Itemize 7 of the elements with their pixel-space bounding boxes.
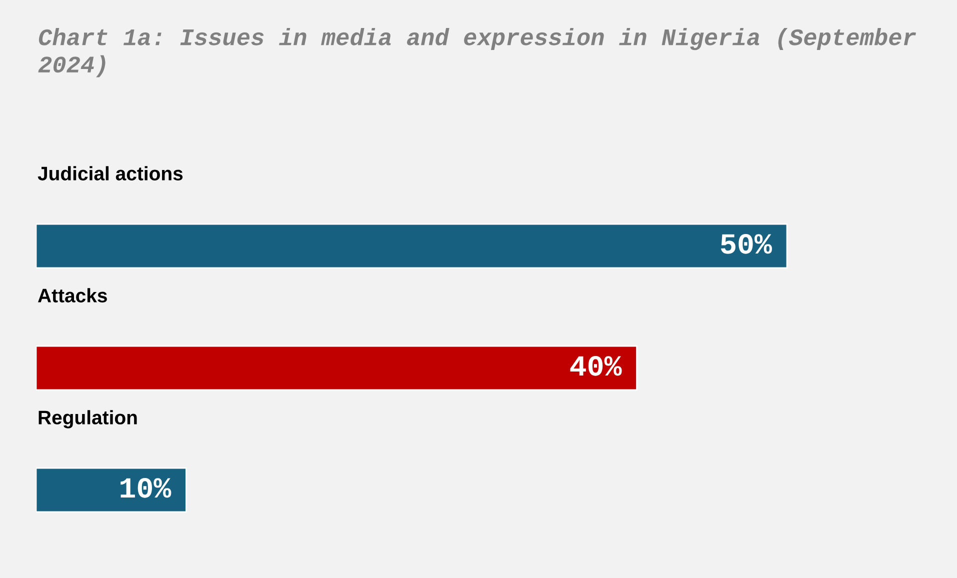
- y-tick-label: Attacks: [38, 288, 107, 302]
- data-label: 40%: [570, 356, 622, 376]
- data-label: 10%: [120, 478, 172, 498]
- y-tick-label: Regulation: [38, 410, 137, 428]
- y-tick-label: Judicial actions: [38, 166, 183, 180]
- data-label: 50%: [720, 234, 772, 254]
- chart-title: Chart 1a: Issues in media and expression in Nigeria (September 2024): [38, 28, 916, 78]
